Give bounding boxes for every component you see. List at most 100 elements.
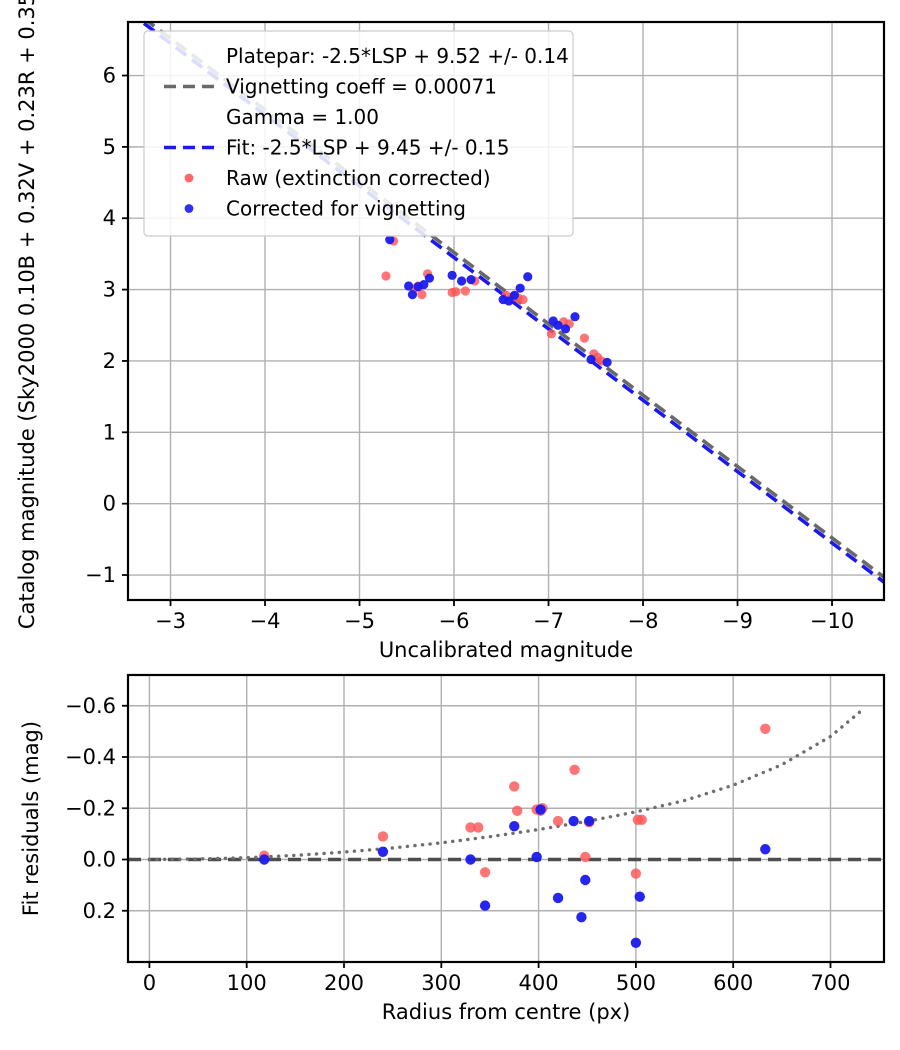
ytick-label: 1 xyxy=(103,420,116,444)
ytick-label: 6 xyxy=(103,64,116,88)
data-point xyxy=(570,312,580,322)
legend-entry[interactable]: Raw (extinction corrected) xyxy=(184,166,491,190)
data-point xyxy=(553,320,563,330)
data-point xyxy=(636,814,647,825)
xtick-label: −6 xyxy=(439,609,470,633)
data-point xyxy=(630,868,642,879)
legend-label: Corrected for vignetting xyxy=(226,197,466,221)
data-point xyxy=(602,357,612,367)
xtick-label: −8 xyxy=(628,609,659,633)
legend-label: Gamma = 1.00 xyxy=(226,105,379,129)
ytick-label: 5 xyxy=(103,135,116,159)
data-point xyxy=(460,286,470,296)
xtick-label: 500 xyxy=(616,971,656,995)
plot-area-photometric-calibration xyxy=(139,22,884,584)
legend-box xyxy=(143,30,574,237)
xtick-label: −9 xyxy=(722,609,753,633)
data-point xyxy=(407,289,418,300)
data-point xyxy=(456,276,467,286)
data-point xyxy=(413,282,423,292)
ticks-fit-residuals: 0 100 200 300 400 500 600 700 0.2 0.0 −0.2 −0.4 −0.6 xyxy=(65,694,851,995)
xtick-label: −4 xyxy=(250,609,281,633)
legend-entry[interactable]: Vignetting coeff = 0.00071 xyxy=(164,75,497,99)
ytick-label: 0.0 xyxy=(83,848,116,872)
xtick-label: −7 xyxy=(533,609,564,633)
legend-marker-swatch xyxy=(184,173,194,183)
data-point xyxy=(385,235,395,245)
data-point xyxy=(465,822,476,833)
data-point xyxy=(447,287,457,298)
axes-spines xyxy=(126,20,886,602)
data-point xyxy=(417,289,427,300)
plot-area-fit-residuals xyxy=(128,710,884,948)
ytick-label: −1 xyxy=(85,563,116,587)
data-point xyxy=(518,294,528,305)
data-point xyxy=(552,892,564,904)
data-point xyxy=(504,296,514,306)
xtick-label: 600 xyxy=(713,971,753,995)
data-point xyxy=(760,844,771,855)
data-point xyxy=(531,851,542,863)
line-vignetting-curve xyxy=(147,710,862,862)
series-corrected xyxy=(259,804,771,948)
ytick-label: 0 xyxy=(103,492,116,516)
legend-entry[interactable]: Gamma = 1.00 xyxy=(226,105,379,129)
legend: Platepar: -2.5*LSP + 9.52 +/- 0.14 Vignet… xyxy=(143,30,574,237)
ytick-label: −0.4 xyxy=(65,745,116,769)
legend-label: Platepar: -2.5*LSP + 9.52 +/- 0.14 xyxy=(226,44,569,68)
y-axis-title: Catalog magnitude (Sky2000 0.10B + 0.32V… xyxy=(15,0,39,629)
data-point xyxy=(552,815,564,827)
ytick-label: 0.2 xyxy=(83,899,116,923)
xtick-label: 400 xyxy=(519,971,559,995)
data-point xyxy=(509,781,520,792)
legend-entry[interactable]: Fit: -2.5*LSP + 9.45 +/- 0.15 xyxy=(164,136,509,160)
data-point xyxy=(546,329,556,339)
data-point xyxy=(568,815,579,827)
data-point xyxy=(404,281,414,291)
data-point xyxy=(760,723,771,735)
data-point xyxy=(377,831,389,842)
xtick-label: 300 xyxy=(421,971,461,995)
series-corrected xyxy=(385,235,612,367)
data-point xyxy=(515,283,525,293)
legend-entry[interactable]: Platepar: -2.5*LSP + 9.52 +/- 0.14 xyxy=(226,44,569,68)
data-point xyxy=(580,874,591,886)
legend-label: Fit: -2.5*LSP + 9.45 +/- 0.15 xyxy=(226,136,509,160)
data-point xyxy=(535,804,546,815)
data-point xyxy=(511,805,523,817)
legend-label: Raw (extinction corrected) xyxy=(226,166,491,190)
data-point xyxy=(479,867,491,878)
data-point xyxy=(580,851,591,863)
data-point xyxy=(576,911,587,923)
legend-entry[interactable]: Corrected for vignetting xyxy=(184,197,466,221)
x-axis-title: Uncalibrated magnitude xyxy=(379,638,633,662)
ytick-label: 2 xyxy=(103,349,116,373)
data-point xyxy=(377,846,389,858)
data-point xyxy=(583,815,595,827)
axes-background xyxy=(128,675,884,962)
data-point xyxy=(381,271,391,281)
axes-spines xyxy=(126,673,886,964)
x-axis-title: Radius from centre (px) xyxy=(382,1000,631,1024)
data-point xyxy=(569,764,580,776)
data-point xyxy=(465,854,476,865)
data-point xyxy=(259,854,270,865)
line-platepar-2-5-lsp-9-52-0-14 xyxy=(145,22,884,579)
xtick-label: −3 xyxy=(155,609,186,633)
data-point xyxy=(479,900,491,911)
data-point xyxy=(634,891,645,902)
data-point xyxy=(466,275,476,285)
data-point xyxy=(630,937,642,948)
legend-label: Vignetting coeff = 0.00071 xyxy=(226,75,497,99)
data-point xyxy=(560,324,571,334)
line-fit-2-5-lsp-9-45-0-15 xyxy=(139,22,884,584)
data-point xyxy=(586,354,596,365)
xtick-label: 0 xyxy=(143,971,156,995)
ytick-label: 3 xyxy=(103,278,116,302)
data-point xyxy=(473,822,484,833)
data-point xyxy=(509,820,520,832)
axes-fit-residuals: 0 100 200 300 400 500 600 700 0.2 0.0 −0.2 −0.4 −0.6… xyxy=(19,673,886,1024)
